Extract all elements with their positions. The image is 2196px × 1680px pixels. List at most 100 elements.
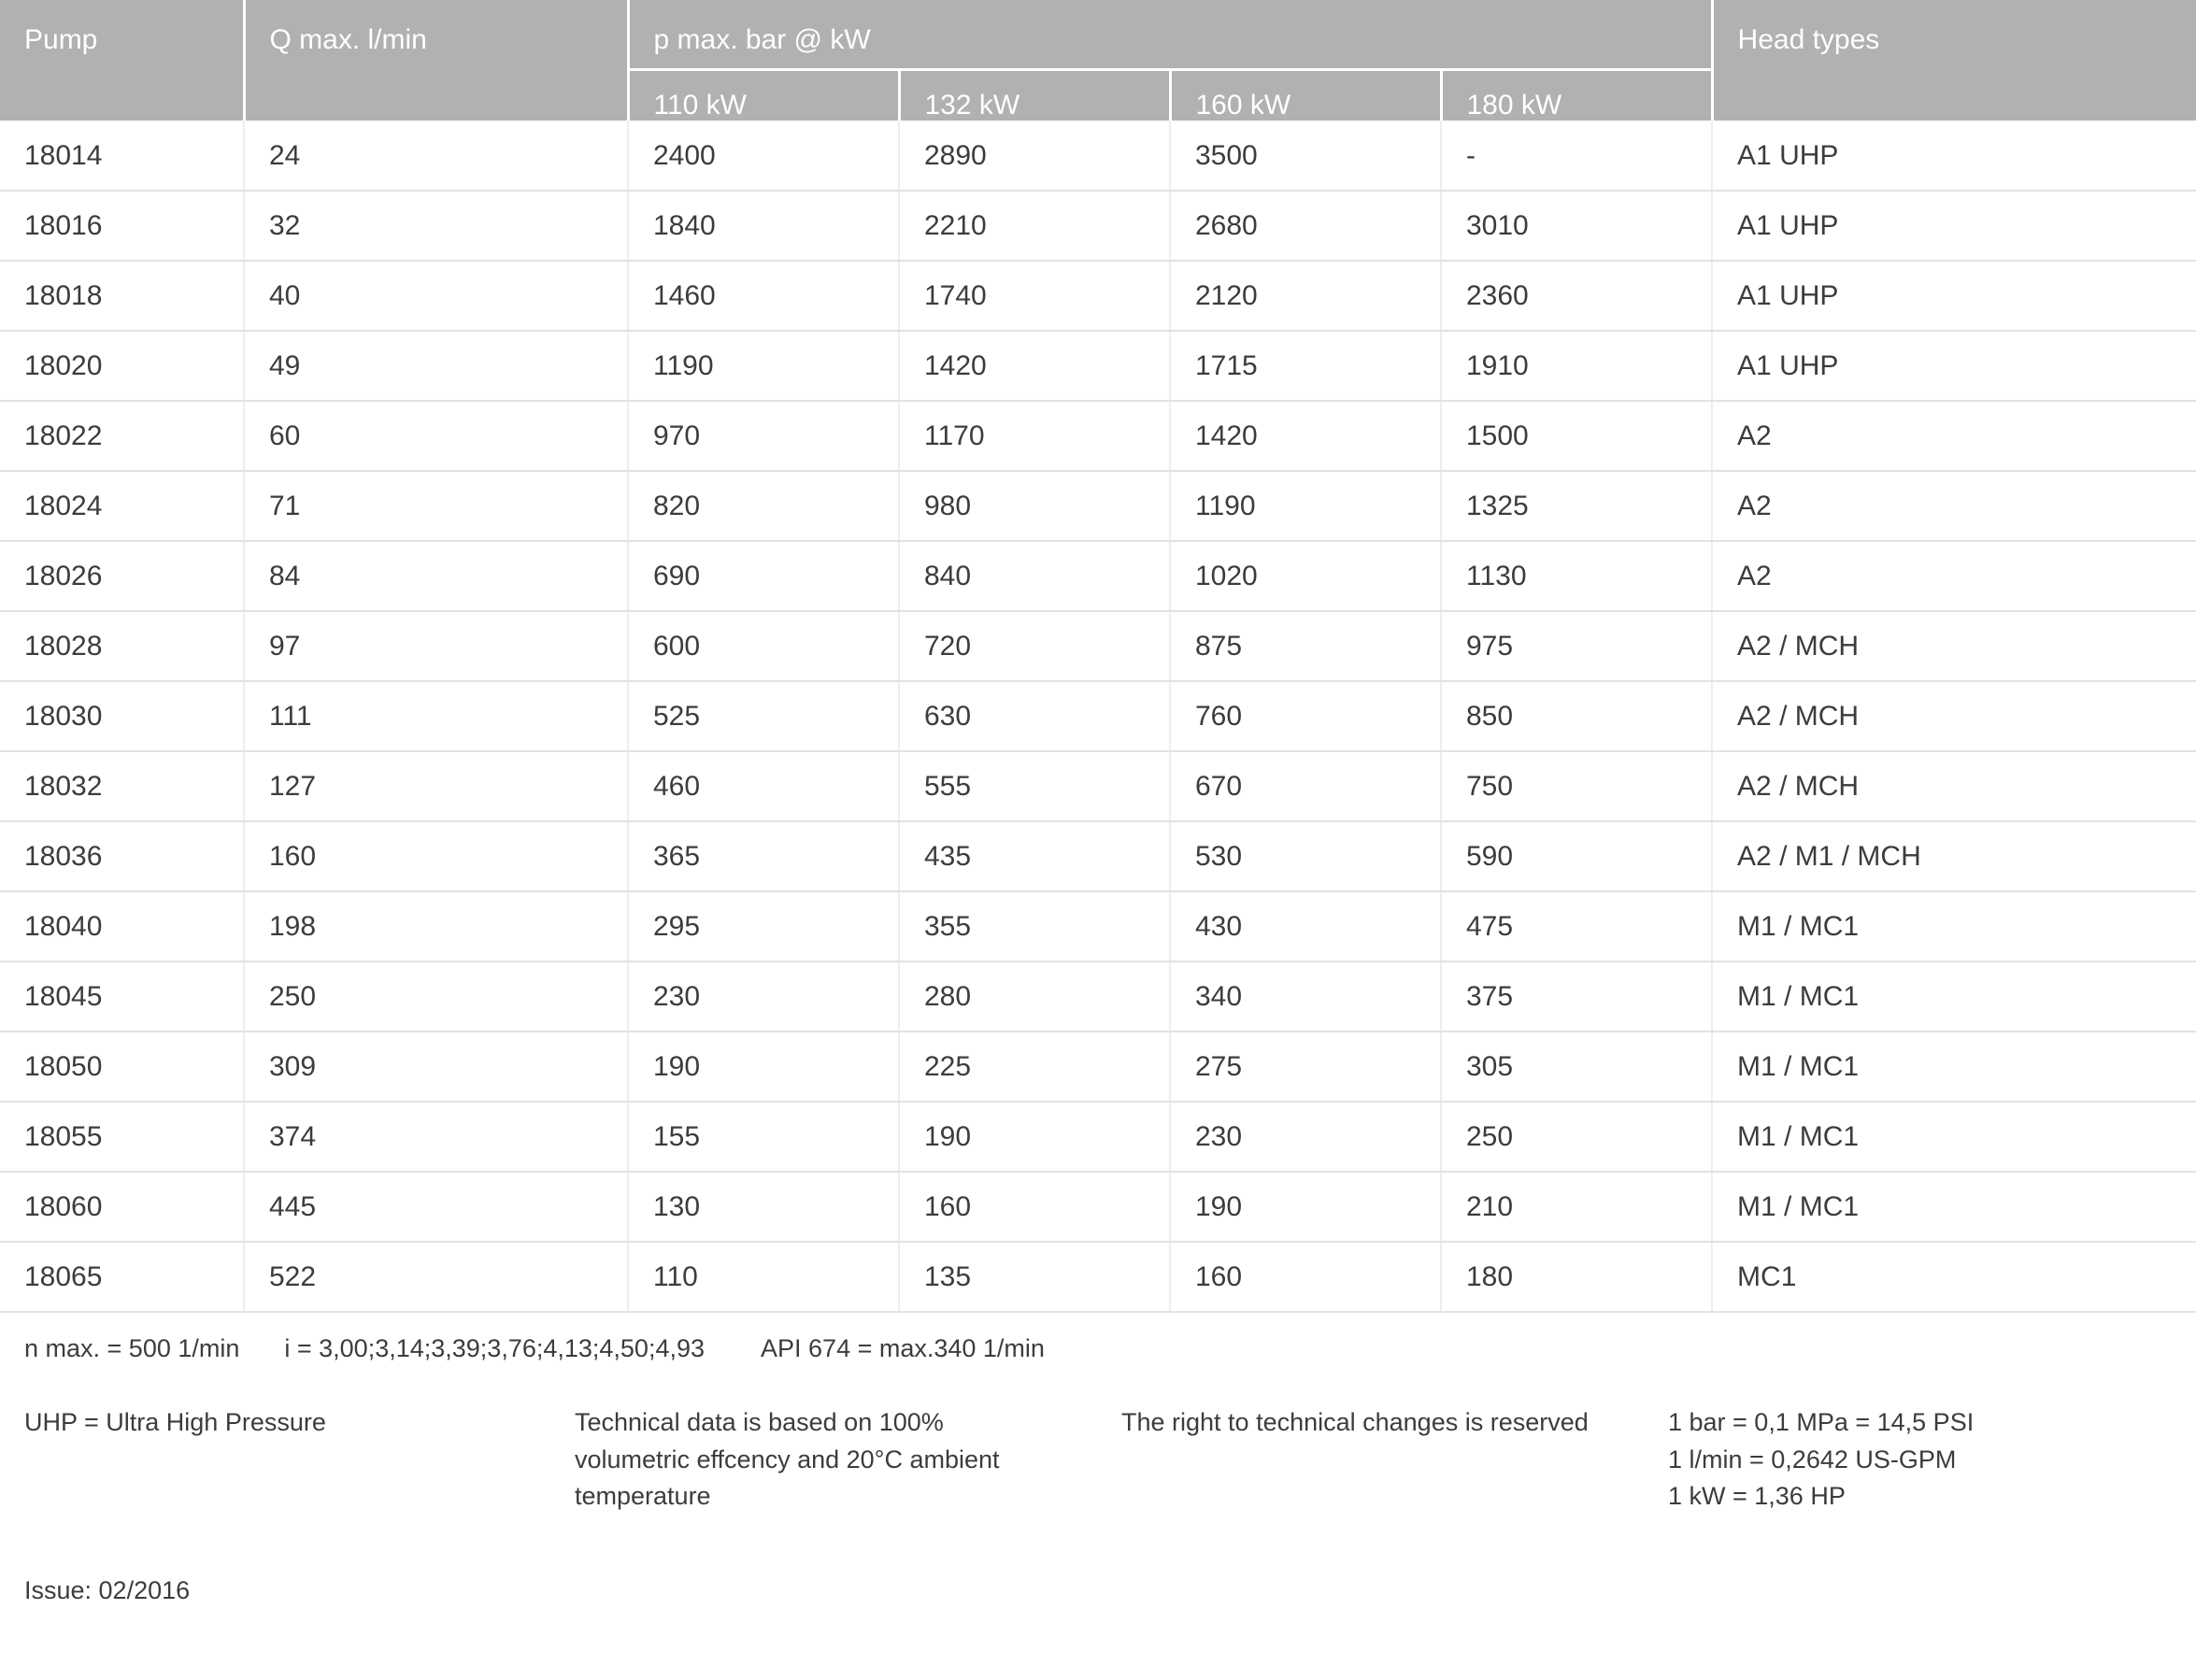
cell-p-132kw: 1170 bbox=[898, 401, 1170, 472]
cell-p-180kw: 1130 bbox=[1439, 541, 1713, 612]
cell-p-110kw: 1840 bbox=[627, 191, 899, 262]
table-row: 18028 97 600 720 875 975 A2 / MCH bbox=[0, 611, 2196, 682]
cell-q-max: 71 bbox=[243, 471, 628, 542]
cell-p-110kw: 690 bbox=[627, 541, 899, 612]
legend-conversion-lmin: 1 l/min = 0,2642 US-GPM bbox=[1668, 1445, 1957, 1474]
cell-head-types: A1 UHP bbox=[1711, 331, 2196, 402]
table-row: 18045 250 230 280 340 375 M1 / MC1 bbox=[0, 961, 2196, 1032]
note-api-674: API 674 = max.340 1/min bbox=[761, 1334, 1045, 1362]
cell-p-160kw: 275 bbox=[1169, 1032, 1441, 1103]
cell-p-132kw: 225 bbox=[898, 1032, 1170, 1103]
cell-p-180kw: - bbox=[1439, 121, 1713, 192]
cell-p-110kw: 460 bbox=[627, 751, 899, 822]
legend-column-uhp: UHP = Ultra High Pressure bbox=[24, 1404, 575, 1441]
cell-p-132kw: 1420 bbox=[898, 331, 1170, 402]
cell-p-132kw: 190 bbox=[898, 1102, 1170, 1173]
column-header-132kw: 132 kW bbox=[897, 68, 1170, 121]
table-row: 18040 198 295 355 430 475 M1 / MC1 bbox=[0, 891, 2196, 962]
cell-p-110kw: 365 bbox=[627, 821, 899, 892]
cell-p-132kw: 160 bbox=[898, 1172, 1170, 1243]
column-header-pump: Pump bbox=[0, 0, 244, 121]
table-row: 18024 71 820 980 1190 1325 A2 bbox=[0, 471, 2196, 542]
cell-p-160kw: 190 bbox=[1169, 1172, 1441, 1243]
cell-p-180kw: 3010 bbox=[1439, 191, 1713, 262]
cell-q-max: 24 bbox=[243, 121, 628, 192]
cell-head-types: A1 UHP bbox=[1711, 261, 2196, 332]
table-row: 18018 40 1460 1740 2120 2360 A1 UHP bbox=[0, 261, 2196, 332]
cell-p-110kw: 1460 bbox=[627, 261, 899, 332]
legend-block: UHP = Ultra High Pressure Technical data… bbox=[0, 1363, 2196, 1514]
cell-q-max: 374 bbox=[243, 1102, 628, 1173]
cell-p-180kw: 975 bbox=[1439, 611, 1713, 682]
note-n-max: n max. = 500 1/min bbox=[24, 1334, 240, 1362]
table-row: 18055 374 155 190 230 250 M1 / MC1 bbox=[0, 1102, 2196, 1173]
table-row: 18016 32 1840 2210 2680 3010 A1 UHP bbox=[0, 191, 2196, 262]
legend-column-rights: The right to technical changes is reserv… bbox=[1121, 1404, 1668, 1441]
cell-q-max: 127 bbox=[243, 751, 628, 822]
cell-q-max: 522 bbox=[243, 1242, 628, 1313]
cell-p-110kw: 820 bbox=[627, 471, 899, 542]
cell-head-types: A1 UHP bbox=[1711, 121, 2196, 192]
table-row: 18050 309 190 225 275 305 M1 / MC1 bbox=[0, 1032, 2196, 1103]
cell-p-110kw: 2400 bbox=[627, 121, 899, 192]
cell-p-180kw: 375 bbox=[1439, 961, 1713, 1032]
cell-pump: 18026 bbox=[0, 541, 244, 612]
cell-p-160kw: 160 bbox=[1169, 1242, 1441, 1313]
table-row: 18020 49 1190 1420 1715 1910 A1 UHP bbox=[0, 331, 2196, 402]
cell-head-types: MC1 bbox=[1711, 1242, 2196, 1313]
cell-p-160kw: 430 bbox=[1169, 891, 1441, 962]
table-row: 18030 111 525 630 760 850 A2 / MCH bbox=[0, 681, 2196, 752]
legend-conversion-kw: 1 kW = 1,36 HP bbox=[1668, 1481, 1846, 1510]
cell-p-160kw: 1715 bbox=[1169, 331, 1441, 402]
legend-technical-line-3: temperature bbox=[575, 1481, 711, 1510]
cell-q-max: 97 bbox=[243, 611, 628, 682]
cell-pump: 18018 bbox=[0, 261, 244, 332]
cell-p-132kw: 980 bbox=[898, 471, 1170, 542]
table-row: 18036 160 365 435 530 590 A2 / M1 / MCH bbox=[0, 821, 2196, 892]
cell-pump: 18014 bbox=[0, 121, 244, 192]
cell-p-180kw: 250 bbox=[1439, 1102, 1713, 1173]
cell-head-types: M1 / MC1 bbox=[1711, 961, 2196, 1032]
cell-head-types: A2 bbox=[1711, 541, 2196, 612]
cell-p-132kw: 720 bbox=[898, 611, 1170, 682]
cell-p-110kw: 1190 bbox=[627, 331, 899, 402]
header-row-subgroup: 110 kW 132 kW 160 kW 180 kW bbox=[0, 68, 2196, 121]
cell-pump: 18060 bbox=[0, 1172, 244, 1243]
cell-pump: 18022 bbox=[0, 401, 244, 472]
cell-head-types: M1 / MC1 bbox=[1711, 891, 2196, 962]
cell-p-160kw: 2680 bbox=[1169, 191, 1441, 262]
legend-uhp-text: UHP = Ultra High Pressure bbox=[24, 1408, 326, 1437]
table-row: 18065 522 110 135 160 180 MC1 bbox=[0, 1242, 2196, 1313]
cell-p-110kw: 600 bbox=[627, 611, 899, 682]
cell-head-types: A2 / MCH bbox=[1711, 681, 2196, 752]
legend-technical-line-1: Technical data is based on 100% bbox=[575, 1408, 944, 1437]
cell-p-132kw: 555 bbox=[898, 751, 1170, 822]
cell-pump: 18028 bbox=[0, 611, 244, 682]
legend-column-conversions: 1 bar = 0,1 MPa = 14,5 PSI 1 l/min = 0,2… bbox=[1668, 1404, 2135, 1514]
cell-p-132kw: 355 bbox=[898, 891, 1170, 962]
cell-p-160kw: 2120 bbox=[1169, 261, 1441, 332]
cell-p-110kw: 525 bbox=[627, 681, 899, 752]
cell-p-180kw: 1500 bbox=[1439, 401, 1713, 472]
pump-performance-table: Pump Q max. l/min p max. bar @ kW Head t… bbox=[0, 0, 2196, 1313]
cell-p-110kw: 110 bbox=[627, 1242, 899, 1313]
cell-q-max: 40 bbox=[243, 261, 628, 332]
column-header-p-max-group: p max. bar @ kW bbox=[626, 0, 1713, 70]
cell-pump: 18032 bbox=[0, 751, 244, 822]
note-gear-ratios: i = 3,00;3,14;3,39;3,76;4,13;4,50;4,93 bbox=[284, 1334, 706, 1362]
cell-p-132kw: 135 bbox=[898, 1242, 1170, 1313]
cell-p-132kw: 280 bbox=[898, 961, 1170, 1032]
table-row: 18060 445 130 160 190 210 M1 / MC1 bbox=[0, 1172, 2196, 1243]
cell-p-132kw: 2210 bbox=[898, 191, 1170, 262]
column-header-180kw: 180 kW bbox=[1439, 68, 1713, 121]
cell-head-types: A2 / M1 / MCH bbox=[1711, 821, 2196, 892]
cell-q-max: 84 bbox=[243, 541, 628, 612]
cell-p-160kw: 1420 bbox=[1169, 401, 1441, 472]
cell-pump: 18020 bbox=[0, 331, 244, 402]
cell-q-max: 160 bbox=[243, 821, 628, 892]
cell-q-max: 49 bbox=[243, 331, 628, 402]
cell-p-180kw: 180 bbox=[1439, 1242, 1713, 1313]
cell-p-160kw: 1020 bbox=[1169, 541, 1441, 612]
cell-q-max: 309 bbox=[243, 1032, 628, 1103]
